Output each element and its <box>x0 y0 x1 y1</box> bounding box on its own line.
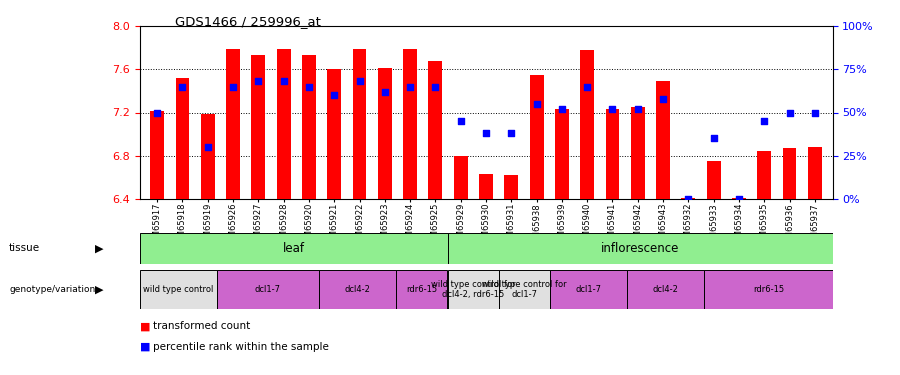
Point <box>529 101 544 107</box>
Text: leaf: leaf <box>283 242 304 255</box>
Bar <box>150 111 164 199</box>
Point <box>606 106 620 112</box>
Bar <box>447 232 832 264</box>
Point <box>150 110 165 116</box>
Bar <box>176 78 190 199</box>
Bar <box>217 270 320 309</box>
Point <box>732 196 746 202</box>
Bar <box>681 198 696 199</box>
Text: genotype/variation: genotype/variation <box>9 285 95 294</box>
Text: GDS1466 / 259996_at: GDS1466 / 259996_at <box>175 15 320 28</box>
Text: ■: ■ <box>140 342 150 352</box>
Bar <box>140 270 217 309</box>
Bar <box>428 61 443 199</box>
Bar <box>378 68 392 199</box>
Point <box>554 106 569 112</box>
Bar <box>454 156 468 199</box>
Point <box>580 84 594 90</box>
Text: tissue: tissue <box>9 243 40 254</box>
Text: inflorescence: inflorescence <box>601 242 680 255</box>
Bar <box>276 49 291 199</box>
Bar <box>226 49 240 199</box>
Bar <box>328 69 341 199</box>
Point <box>479 130 493 136</box>
Point <box>226 84 240 90</box>
Point <box>656 96 670 102</box>
Point <box>403 84 418 90</box>
Text: transformed count: transformed count <box>153 321 250 331</box>
Point <box>782 110 796 116</box>
Bar <box>704 270 833 309</box>
Text: ■: ■ <box>140 321 150 331</box>
Point <box>201 144 215 150</box>
Text: wild type control: wild type control <box>143 285 213 294</box>
Point <box>504 130 518 136</box>
Text: rdr6-15: rdr6-15 <box>406 285 437 294</box>
Text: wild type control for
dcl1-7: wild type control for dcl1-7 <box>482 280 567 299</box>
Text: dcl4-2: dcl4-2 <box>652 285 679 294</box>
Point <box>378 89 392 95</box>
Bar <box>782 148 796 199</box>
Bar <box>201 114 215 199</box>
Bar <box>447 270 499 309</box>
Text: ▶: ▶ <box>94 243 103 254</box>
Point <box>706 135 721 141</box>
Bar <box>140 232 447 264</box>
Point <box>757 118 771 124</box>
Point <box>428 84 443 90</box>
Bar <box>606 109 619 199</box>
Bar <box>396 270 447 309</box>
Point <box>302 84 316 90</box>
Bar <box>706 161 721 199</box>
Bar <box>251 56 266 199</box>
Point <box>276 78 291 84</box>
Bar <box>479 174 493 199</box>
Text: percentile rank within the sample: percentile rank within the sample <box>153 342 328 352</box>
Bar <box>529 75 544 199</box>
Bar <box>550 270 627 309</box>
Point <box>454 118 468 124</box>
Point <box>352 78 366 84</box>
Point <box>631 106 645 112</box>
Bar <box>499 270 550 309</box>
Bar <box>353 49 366 199</box>
Bar <box>808 147 822 199</box>
Bar <box>504 175 518 199</box>
Bar <box>403 49 417 199</box>
Text: wild type control for
dcl4-2, rdr6-15: wild type control for dcl4-2, rdr6-15 <box>431 280 516 299</box>
Bar <box>732 198 746 199</box>
Bar <box>757 152 771 199</box>
Point <box>176 84 190 90</box>
Point <box>327 92 341 98</box>
Bar <box>320 270 396 309</box>
Bar <box>627 270 704 309</box>
Point <box>251 78 266 84</box>
Point <box>681 196 696 202</box>
Bar <box>302 56 316 199</box>
Bar <box>656 81 670 199</box>
Text: ▶: ▶ <box>94 285 103 295</box>
Bar <box>580 50 594 199</box>
Point <box>807 110 822 116</box>
Text: dcl1-7: dcl1-7 <box>576 285 602 294</box>
Bar <box>631 107 644 199</box>
Text: rdr6-15: rdr6-15 <box>752 285 784 294</box>
Bar <box>555 109 569 199</box>
Text: dcl1-7: dcl1-7 <box>255 285 281 294</box>
Text: dcl4-2: dcl4-2 <box>345 285 371 294</box>
